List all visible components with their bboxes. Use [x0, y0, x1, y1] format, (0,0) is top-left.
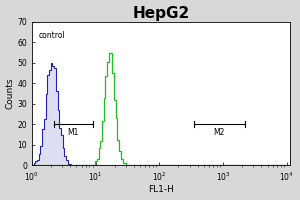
Title: HepG2: HepG2	[132, 6, 190, 21]
Text: M1: M1	[68, 128, 79, 137]
Text: M2: M2	[214, 128, 225, 137]
Text: control: control	[38, 31, 65, 40]
Y-axis label: Counts: Counts	[6, 78, 15, 109]
X-axis label: FL1-H: FL1-H	[148, 185, 174, 194]
